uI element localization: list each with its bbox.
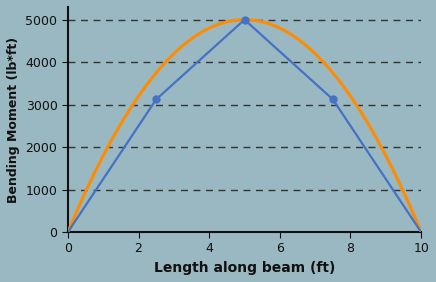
Y-axis label: Bending Moment (lb*ft): Bending Moment (lb*ft) [7,36,20,202]
X-axis label: Length along beam (ft): Length along beam (ft) [154,261,335,275]
